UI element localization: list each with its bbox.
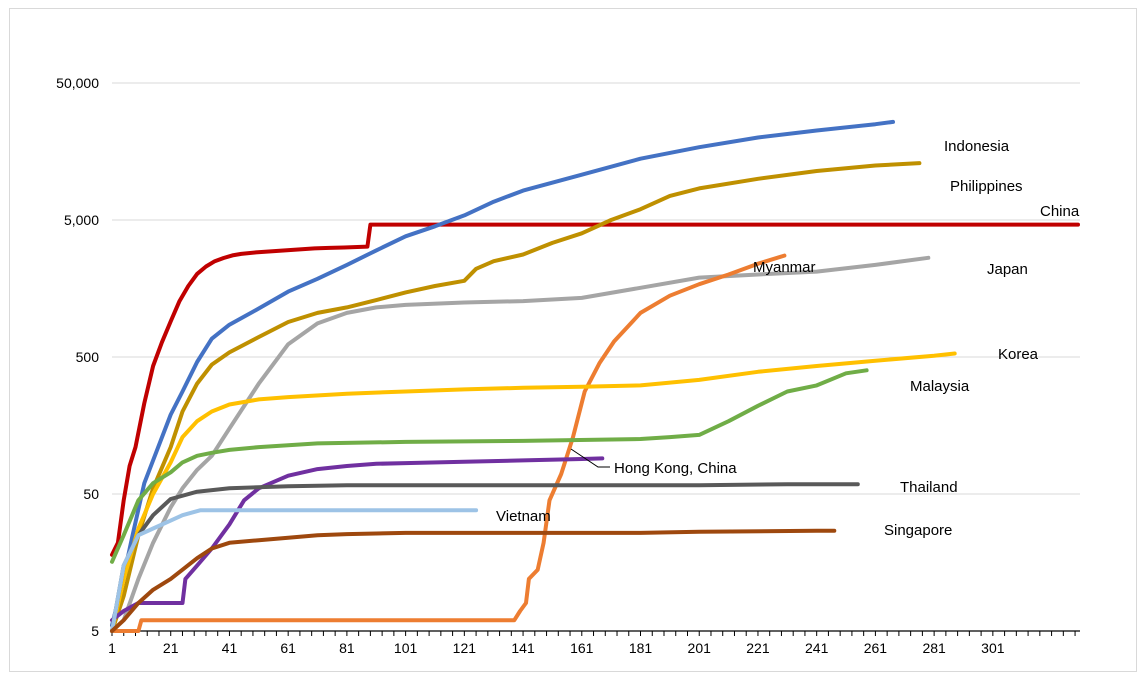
series-line-korea xyxy=(110,351,957,633)
y-tick-label: 50,000 xyxy=(56,75,99,91)
series-label-vietnam: Vietnam xyxy=(496,508,551,525)
x-tick-label: 301 xyxy=(981,640,1005,656)
series-label-hong-kong-china: Hong Kong, China xyxy=(614,460,737,477)
x-tick-label: 1 xyxy=(108,640,116,656)
x-tick-label: 221 xyxy=(746,640,770,656)
series-label-china: China xyxy=(1040,203,1080,220)
series-line-china xyxy=(110,222,1080,557)
series-label-malaysia: Malaysia xyxy=(910,378,970,395)
series-label-korea: Korea xyxy=(998,346,1039,363)
x-tick-label: 41 xyxy=(222,640,238,656)
y-tick-label: 5 xyxy=(91,623,99,639)
series-line-malaysia xyxy=(110,368,869,564)
series-label-japan: Japan xyxy=(987,261,1028,278)
series-line-indonesia xyxy=(110,119,895,628)
series-label-philippines: Philippines xyxy=(950,178,1023,195)
x-tick-label: 101 xyxy=(394,640,418,656)
x-tick-label: 261 xyxy=(864,640,888,656)
x-tick-label: 181 xyxy=(629,640,653,656)
series-line-vietnam xyxy=(110,508,479,633)
series-line-japan xyxy=(110,255,931,633)
x-tick-label: 161 xyxy=(570,640,594,656)
x-tick-label: 81 xyxy=(339,640,355,656)
x-tick-label: 61 xyxy=(280,640,296,656)
x-tick-label: 241 xyxy=(805,640,829,656)
series-lines xyxy=(110,119,1080,633)
series-label-thailand: Thailand xyxy=(900,479,958,496)
x-tick-label: 21 xyxy=(163,640,179,656)
x-tick-label: 141 xyxy=(511,640,535,656)
gridlines xyxy=(112,82,1080,495)
series-label-singapore: Singapore xyxy=(884,522,952,539)
series-line-philippines xyxy=(110,161,922,633)
y-tick-label: 500 xyxy=(76,349,100,365)
x-tick-label: 201 xyxy=(688,640,712,656)
series-label-indonesia: Indonesia xyxy=(944,138,1010,155)
y-axis: 5 50 500 5,000 50,000 xyxy=(56,75,99,639)
x-tick-label: 121 xyxy=(453,640,477,656)
y-tick-label: 5,000 xyxy=(64,212,99,228)
series-line-hong-kong-china xyxy=(110,456,605,623)
x-axis: 1 21 41 61 81 101 121 141 161 181 201 221 241 261 281 3… xyxy=(108,630,1080,656)
series-label-myanmar: Myanmar xyxy=(753,259,816,276)
y-tick-label: 50 xyxy=(83,486,99,502)
series-line-myanmar xyxy=(110,253,787,633)
series-labels: Indonesia Philippines China Myanmar Japan Kor… xyxy=(496,138,1080,539)
chart-frame: 5 50 500 5,000 50,000 1 21 41 61 81 101 121 141 161 1… xyxy=(9,8,1137,672)
series-line-thailand xyxy=(110,482,860,633)
hong-kong-leader-line xyxy=(570,448,610,468)
series-line-singapore xyxy=(110,528,837,633)
x-tick-label: 281 xyxy=(922,640,946,656)
